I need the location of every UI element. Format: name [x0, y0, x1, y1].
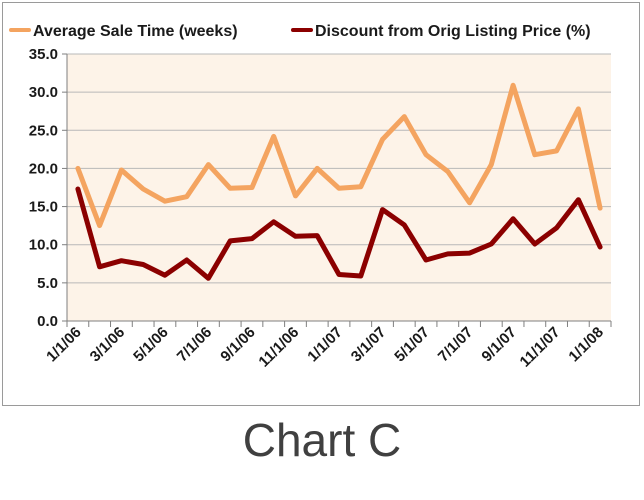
x-tick-label: 7/1/07 — [435, 324, 477, 366]
y-tick-label: 30.0 — [29, 84, 58, 101]
chart-caption: Chart C — [242, 414, 402, 466]
legend-label-discount: Discount from Orig Listing Price (%) — [315, 23, 591, 40]
y-tick-label: 15.0 — [29, 199, 58, 216]
y-tick-label: 0.0 — [37, 313, 58, 330]
y-tick-label: 25.0 — [29, 122, 58, 139]
gridlines — [67, 53, 611, 284]
line-chart: Average Sale Time (weeks) Discount from … — [9, 23, 612, 371]
y-axis: 0.0 5.0 10.0 15.0 20.0 25.0 30.0 35.0 — [29, 46, 68, 330]
x-tick-label: 1/1/06 — [43, 324, 85, 366]
x-tick-label: 9/1/06 — [217, 324, 259, 366]
x-tick-label: 11/1/07 — [517, 324, 564, 371]
x-tick-label: 5/1/06 — [130, 324, 172, 366]
y-tick-label: 20.0 — [29, 160, 58, 177]
x-tick-label: 5/1/07 — [391, 324, 433, 366]
series-lines — [75, 82, 603, 281]
y-tick-label: 10.0 — [29, 237, 58, 254]
x-tick-label: 1/1/08 — [565, 324, 607, 366]
y-tick-label: 35.0 — [29, 46, 58, 63]
x-tick-label: 3/1/07 — [348, 324, 390, 366]
x-tick-label: 3/1/06 — [87, 324, 129, 366]
legend: Average Sale Time (weeks) Discount from … — [9, 23, 591, 40]
legend-label-average-sale-time: Average Sale Time (weeks) — [33, 23, 238, 40]
chart-frame: Average Sale Time (weeks) Discount from … — [2, 2, 640, 406]
x-tick-label: 1/1/07 — [304, 324, 346, 366]
series-line-discount — [75, 186, 603, 281]
series-line-average-sale-time — [75, 82, 603, 229]
x-tick-label: 7/1/06 — [174, 324, 216, 366]
x-tick-label: 11/1/06 — [255, 324, 302, 371]
y-tick-label: 5.0 — [37, 275, 58, 292]
x-tick-label: 9/1/07 — [478, 324, 520, 366]
